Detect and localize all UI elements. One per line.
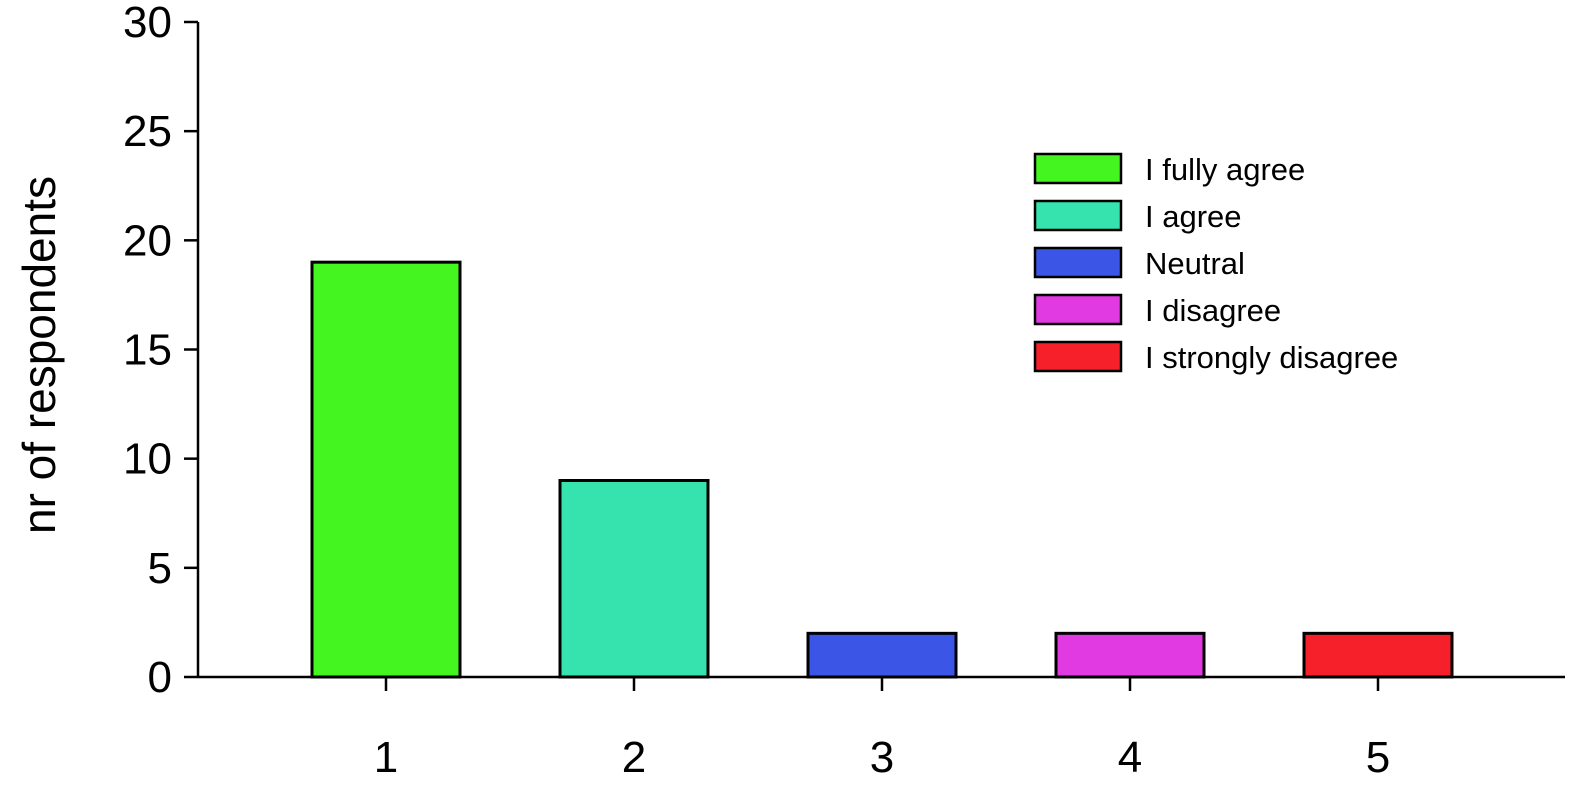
y-tick-label: 20	[123, 216, 172, 265]
x-tick-label: 3	[870, 733, 894, 782]
legend-label: Neutral	[1145, 246, 1245, 281]
x-tick-label: 5	[1366, 733, 1390, 782]
y-tick-label: 25	[123, 107, 172, 156]
legend-label: I agree	[1145, 199, 1242, 234]
bars	[310, 260, 1454, 679]
x-tick-label: 1	[374, 733, 398, 782]
legend-swatch	[1033, 152, 1123, 185]
legend-label: I strongly disagree	[1145, 340, 1398, 375]
bar-5	[1302, 631, 1454, 679]
bar-4	[1054, 631, 1206, 679]
legend-swatch	[1033, 293, 1123, 326]
x-tick-label: 4	[1118, 733, 1142, 782]
axes: 0 5 10 15 20 25 30 1 2 3 4 5	[123, 0, 1565, 782]
y-tick-label: 0	[148, 653, 172, 702]
x-tick-label: 2	[622, 733, 646, 782]
legend-label: I fully agree	[1145, 152, 1305, 187]
y-tick-label: 15	[123, 326, 172, 375]
legend: I fully agree I agree Neutral I disagree I s…	[1033, 152, 1398, 375]
bar-2	[558, 479, 710, 679]
y-tick-label: 10	[123, 435, 172, 484]
y-axis-label: nr of respondents	[13, 176, 65, 534]
y-tick-label: 30	[123, 0, 172, 47]
bar-1	[310, 260, 462, 679]
bar-3	[806, 631, 958, 679]
legend-swatch	[1033, 246, 1123, 279]
legend-swatch	[1033, 199, 1123, 232]
legend-swatch	[1033, 340, 1123, 373]
legend-label: I disagree	[1145, 293, 1281, 328]
y-tick-label: 5	[148, 544, 172, 593]
